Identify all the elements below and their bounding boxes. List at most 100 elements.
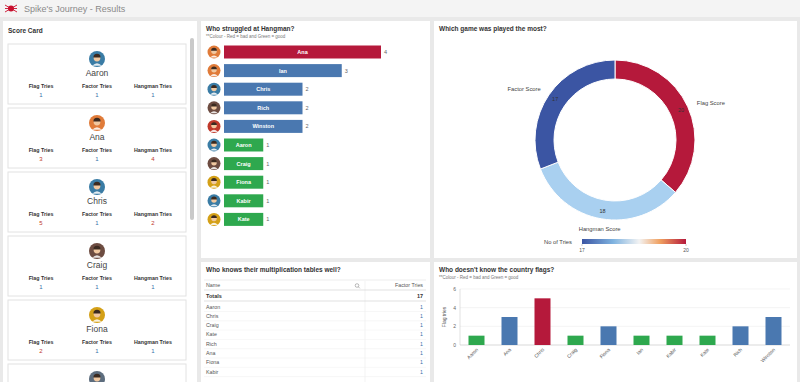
data-label: 1 [266,216,269,222]
cell: Chris [206,313,219,319]
bar [766,317,782,345]
avatar-body [210,74,218,76]
rule [204,290,426,291]
avatar-face [211,67,216,72]
avatar [89,115,105,131]
card [8,172,186,232]
card-name: Chris [87,196,107,206]
logo-leg [5,9,11,13]
data-label: 18 [600,208,606,214]
card-field: Factor Tries [82,147,112,153]
card [8,300,186,360]
avatar-bg [208,139,221,152]
avatar-hair [211,178,217,181]
avatar-hair [211,66,217,69]
bar [601,326,617,345]
grid-line [460,289,790,290]
category-label: Fiona [236,179,252,185]
avatar-bg [208,176,221,189]
axis-title: Flag tries [441,306,447,327]
bar [224,120,303,133]
chart-title: Who struggled at Hangman? [206,25,295,33]
avatar-hair [93,310,100,314]
card-field: Factor Tries [82,275,112,281]
grid-line [460,307,790,308]
slice-label: Hangman Score [579,226,621,232]
avatar [208,101,221,114]
avatar-bg [89,371,105,382]
card-value: 5 [39,220,43,226]
cell: 1 [420,322,423,328]
card-field: Flag Tries [29,83,54,89]
donut-panel [434,21,797,258]
column-header: Factor Tries [395,282,423,288]
avatar-bg [89,243,105,259]
category-label: Chris [256,86,270,92]
avatar-body [92,127,102,130]
data-label: 2 [306,86,309,92]
panel-title: Score Card [8,27,43,34]
avatar-face [211,141,216,146]
tick-label: 2 [453,323,456,329]
avatar-face [94,375,101,382]
avatar-hair [93,246,100,250]
cell: 1 [420,359,423,365]
avatar [89,371,105,382]
bar [469,336,485,345]
card-field: Hangman Tries [134,83,172,89]
colorbar-tick [582,244,583,246]
avatar-hair [93,118,100,122]
data-label: 20 [678,107,684,113]
card-field: Flag Tries [29,147,54,153]
tick-label: Ana [502,346,513,357]
category-label: Winston [252,123,274,129]
avatar-bg [208,213,221,226]
avatar-hair [211,104,217,107]
hangman-panel [201,21,430,258]
data-label: 17 [552,96,558,102]
avatar-hair [211,48,217,51]
column-header: Name [206,282,220,288]
row-rule [204,330,426,331]
card [8,44,186,104]
tick-label: 6 [453,286,456,292]
cell: 1 [420,304,423,310]
avatar [208,213,221,226]
card-value: 4 [151,156,155,162]
bar [667,336,683,345]
avatar-face [94,55,101,62]
bar [224,157,263,170]
tick-label: Chris [533,346,546,359]
bar [733,326,749,345]
avatar-face [94,247,101,254]
cell: Ana [206,350,215,356]
avatar [208,157,221,170]
bar [224,64,342,77]
avatar [208,139,221,152]
avatar-bg [208,64,221,77]
category-label: Ian [279,68,288,74]
avatar-hair [211,122,217,125]
row-rule [204,376,426,377]
chart-subtitle: **Colour - Red = bad and Green = good [439,275,519,280]
avatar-bg [208,194,221,207]
avatar-body [210,111,218,113]
category-label: Aaron [236,142,253,148]
avatar-body [210,204,218,206]
avatar-bg [208,157,221,170]
row-rule [204,339,426,340]
data-label: 1 [266,161,269,167]
column-divider [365,281,366,382]
rule [204,280,426,281]
card [8,364,186,382]
tick-label: Ian [635,346,644,355]
bar [224,83,303,96]
chart-title: Which game was played the most? [439,25,547,33]
bar [224,176,263,189]
avatar [89,179,105,195]
avatar-face [211,160,216,165]
header-bar [0,0,800,17]
dashboard: Spike's Journey - ResultsScore CardAaron… [0,0,800,382]
avatar [89,243,105,259]
search-icon [358,287,360,289]
